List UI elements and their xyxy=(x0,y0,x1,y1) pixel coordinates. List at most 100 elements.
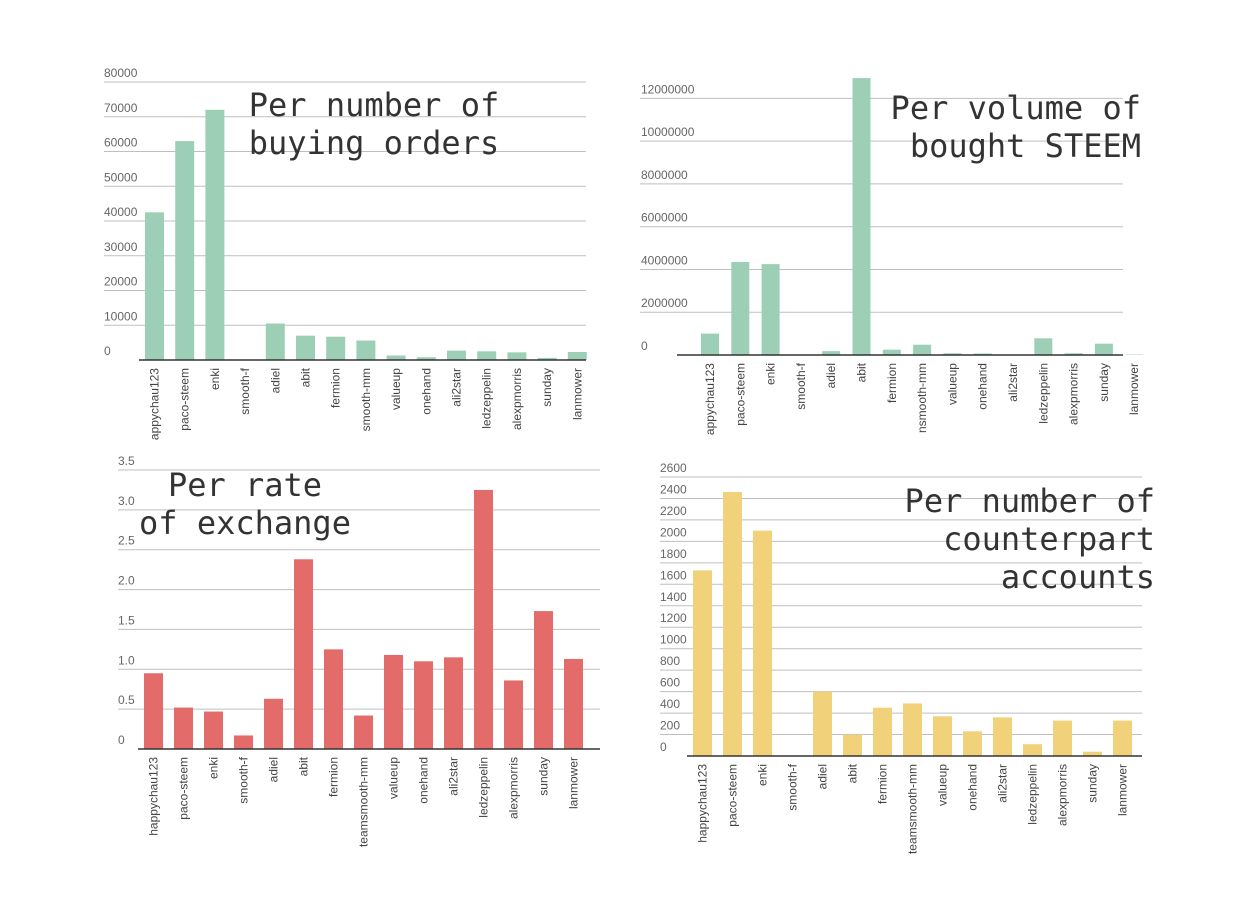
x-tick-label: happychau123 xyxy=(147,757,161,836)
chart-title-line: Per number of xyxy=(249,86,499,124)
bar-onehand xyxy=(963,731,982,756)
y-tick-label: 2000000 xyxy=(641,296,688,310)
bar-paco-steem xyxy=(174,707,193,749)
x-tick-label: onehand xyxy=(417,757,431,804)
x-tick-label: ledzeppelin xyxy=(1036,363,1050,424)
x-tick-label: happychau123 xyxy=(696,764,710,843)
bar-teamsmooth-mm xyxy=(354,715,373,749)
x-tick-label: smooth-f xyxy=(786,763,800,810)
x-tick-label: appychau123 xyxy=(148,368,162,440)
x-tick-label: ledzeppelin xyxy=(480,368,494,429)
y-tick-label: 2000 xyxy=(660,525,687,539)
x-tick-label: sunday xyxy=(537,757,551,796)
bar-ali2star xyxy=(993,717,1012,756)
x-tick-label: smooth-f xyxy=(794,362,808,409)
y-tick-label: 2.5 xyxy=(118,534,135,548)
chart-title-line: of exchange xyxy=(139,504,351,542)
bar-fermion xyxy=(882,349,901,355)
x-tick-label: ledzeppelin xyxy=(1026,764,1040,825)
chart-title-line: buying orders xyxy=(249,124,499,162)
bar-happychau123 xyxy=(693,570,712,756)
y-tick-label: 80000 xyxy=(104,66,138,80)
bar-enki xyxy=(753,530,772,756)
x-tick-label: fermion xyxy=(327,757,341,797)
y-tick-label: 2200 xyxy=(660,504,687,518)
x-tick-label: enki xyxy=(756,764,770,786)
bar-appychau123 xyxy=(145,212,164,360)
y-tick-label: 2600 xyxy=(660,461,687,475)
x-tick-label: adiel xyxy=(268,368,282,393)
bar-lanmower xyxy=(1113,720,1132,756)
y-tick-label: 1800 xyxy=(660,547,687,561)
bar-onehand xyxy=(414,661,433,749)
x-tick-label: sunday xyxy=(1086,764,1100,803)
chart-1: 0 10000 20000 30000 40000 50000 60000 70000 8000… xyxy=(104,66,587,440)
y-tick-label: 3.0 xyxy=(118,494,135,508)
bar-appychau123 xyxy=(701,333,719,355)
x-tick-label: sunday xyxy=(1097,363,1111,402)
chart-title-line: accounts xyxy=(1001,558,1155,596)
x-tick-label: adiel xyxy=(816,764,830,789)
bar-alexpmorris xyxy=(504,680,523,749)
chart-2: 0 2000000 4000000 6000000 8000000 10000000 120… xyxy=(640,78,1144,435)
bar-adiel xyxy=(264,698,283,749)
bar-teamsmooth-mm xyxy=(903,703,922,756)
chart-title-line: bought STEEM xyxy=(910,127,1141,165)
bar-onehand xyxy=(416,357,436,360)
x-tick-label: fermion xyxy=(885,363,899,403)
x-tick-label: onehand xyxy=(419,368,433,415)
x-tick-label: lanmower xyxy=(1127,363,1141,415)
bar-ledzeppelin xyxy=(477,351,497,360)
bar-fermion xyxy=(326,336,346,360)
y-tick-label: 60000 xyxy=(104,136,138,150)
bar-enki xyxy=(761,264,780,355)
x-tick-label: onehand xyxy=(966,764,980,811)
y-tick-label: 800 xyxy=(660,654,680,668)
x-tick-label: ali2star xyxy=(996,764,1010,803)
x-tick-label: alexpmorris xyxy=(1056,764,1070,826)
bar-ali2star xyxy=(447,350,466,360)
x-tick-label: alexpmorris xyxy=(507,757,521,819)
x-tick-label: ledzeppelin xyxy=(477,757,491,818)
y-tick-label: 0 xyxy=(641,339,648,353)
chart-title-line: Per number of xyxy=(905,482,1155,520)
y-tick-label: 400 xyxy=(660,697,680,711)
bar-valueup xyxy=(933,716,952,756)
x-tick-label: ali2star xyxy=(1006,363,1020,402)
x-tick-label: enki xyxy=(208,368,222,390)
bar-valueup xyxy=(384,654,403,749)
x-tick-label: enki xyxy=(764,363,778,385)
bar-nsmooth-mm xyxy=(913,344,932,355)
x-tick-label: nsmooth-mm xyxy=(915,363,929,433)
bar-valueup xyxy=(386,355,406,360)
x-tick-label: paco-steem xyxy=(178,368,192,431)
chart-title-line: counterpart xyxy=(943,520,1155,558)
bar-valueup xyxy=(943,353,962,355)
y-tick-label: 10000 xyxy=(104,309,138,323)
bar-ledzeppelin xyxy=(474,489,493,749)
x-tick-label: enki xyxy=(207,757,221,779)
x-tick-label: teamsmooth-mm xyxy=(357,757,371,847)
x-tick-label: appychau123 xyxy=(703,363,717,435)
y-tick-label: 0 xyxy=(104,344,111,358)
y-tick-label: 600 xyxy=(660,676,680,690)
x-tick-label: abit xyxy=(297,756,311,776)
x-tick-label: smooth-mm xyxy=(359,368,373,431)
x-tick-label: smooth-f xyxy=(237,756,251,803)
chart-title-line: Per volume of xyxy=(891,89,1141,127)
x-tick-label: smooth-f xyxy=(238,367,252,414)
bar-alexpmorris xyxy=(507,352,527,360)
x-tick-label: ali2star xyxy=(447,757,461,796)
x-tick-label: paco-steem xyxy=(726,764,740,827)
y-tick-label: 12000000 xyxy=(641,82,695,96)
x-tick-label: abit xyxy=(846,763,860,783)
y-tick-label: 1.0 xyxy=(118,653,135,667)
chart-title-line: Per rate xyxy=(168,466,322,504)
y-tick-label: 70000 xyxy=(104,101,138,115)
x-tick-label: lanmower xyxy=(570,368,584,420)
y-tick-label: 0.5 xyxy=(118,693,135,707)
x-tick-label: ali2star xyxy=(450,368,464,407)
bar-sunday xyxy=(537,357,557,360)
x-tick-label: valueup xyxy=(389,368,403,410)
